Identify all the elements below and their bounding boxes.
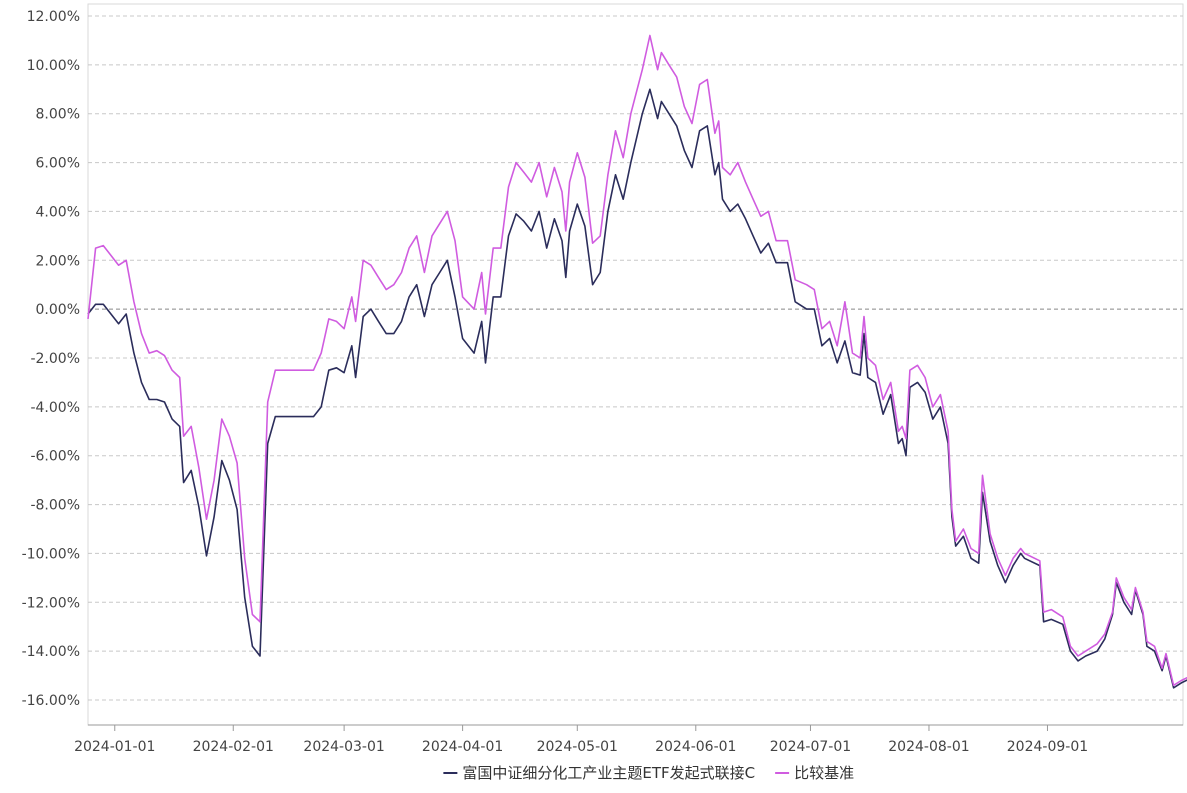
y-tick-label: -14.00% xyxy=(22,644,80,660)
y-tick-label: -10.00% xyxy=(22,546,80,562)
x-tick-label: 2024-02-01 xyxy=(193,739,274,755)
x-tick-label: 2024-01-01 xyxy=(74,739,155,755)
x-tick-label: 2024-09-01 xyxy=(1007,739,1088,755)
y-tick-label: 10.00% xyxy=(27,58,80,74)
legend-label-1: 比较基准 xyxy=(794,764,854,782)
x-tick-label: 2024-04-01 xyxy=(422,739,503,755)
y-tick-label: 8.00% xyxy=(36,107,80,123)
plot-frame xyxy=(87,3,1184,726)
y-tick-label: 12.00% xyxy=(27,9,80,25)
axis-layer: 12.00% 10.00% 8.00% 6.00% 4.00% 2.00% 0.00% -2.… xyxy=(22,9,1183,755)
y-tick-label: -4.00% xyxy=(30,400,80,416)
y-tick-label: -12.00% xyxy=(22,595,80,611)
legend: 富国中证细分化工产业主题ETF发起式联接C 比较基准 xyxy=(443,764,854,782)
series-layer xyxy=(87,34,1187,689)
y-tick-label: 2.00% xyxy=(36,253,80,269)
legend-label-0: 富国中证细分化工产业主题ETF发起式联接C xyxy=(462,764,755,782)
y-tick-label: -6.00% xyxy=(30,449,80,465)
y-tick-label: -16.00% xyxy=(22,693,80,709)
x-tick-label: 2024-06-01 xyxy=(655,739,736,755)
grid-layer xyxy=(87,3,1184,726)
y-tick-label: -2.00% xyxy=(30,351,80,367)
x-tick-label: 2024-03-01 xyxy=(303,739,384,755)
series-line-1 xyxy=(87,34,1187,687)
y-tick-label: 6.00% xyxy=(36,156,80,172)
x-tick-label: 2024-05-01 xyxy=(537,739,618,755)
x-tick-label: 2024-07-01 xyxy=(770,739,851,755)
y-tick-label: 4.00% xyxy=(36,204,80,220)
y-tick-label: -8.00% xyxy=(30,498,80,514)
series-line-0 xyxy=(87,88,1187,689)
x-tick-label: 2024-08-01 xyxy=(888,739,969,755)
y-tick-label: 0.00% xyxy=(36,302,80,318)
